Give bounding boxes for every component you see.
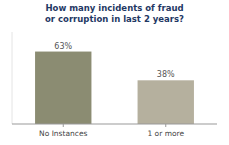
chart-container: How many incidents of fraudor corruption… bbox=[0, 0, 229, 145]
title: How many incidents of fraudor corruption… bbox=[45, 3, 184, 24]
title-line: How many incidents of fraud bbox=[45, 3, 183, 13]
chart: How many incidents of fraudor corruption… bbox=[0, 0, 229, 145]
bar bbox=[35, 52, 91, 124]
data-label: 38% bbox=[157, 70, 175, 79]
x-axis-line bbox=[12, 124, 217, 125]
bar bbox=[138, 80, 194, 124]
x-tick-label: 1 or more bbox=[147, 129, 184, 138]
title-line: or corruption in last 2 years? bbox=[45, 14, 184, 24]
data-label: 63% bbox=[54, 42, 72, 51]
y-axis-line bbox=[12, 32, 13, 124]
bars bbox=[35, 52, 194, 124]
x-tick bbox=[165, 124, 166, 127]
x-tick bbox=[63, 124, 64, 127]
x-tick-label: No Instances bbox=[39, 129, 87, 138]
